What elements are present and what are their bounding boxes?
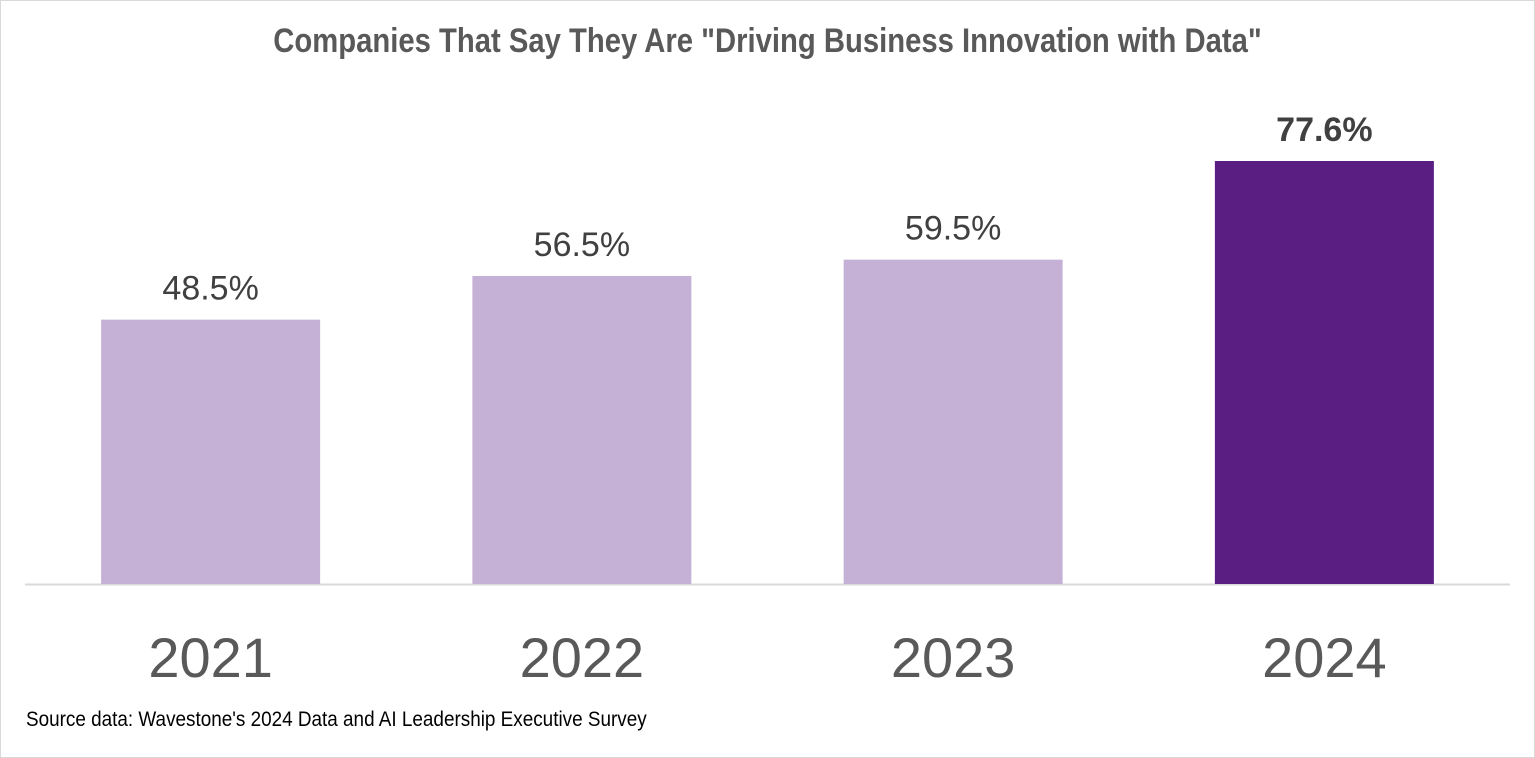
chart-title: Companies That Say They Are "Driving Bus… <box>273 22 1262 60</box>
source-note: Source data: Wavestone's 2024 Data and A… <box>26 708 647 731</box>
bar-2021 <box>101 319 321 584</box>
bar-2023 <box>843 259 1063 584</box>
x-tick-label-2024: 2024 <box>1262 626 1387 689</box>
x-tick-label-2021: 2021 <box>148 626 273 689</box>
bar-2022 <box>472 276 692 584</box>
data-label-2021: 48.5% <box>162 270 258 308</box>
bar-2024 <box>1214 161 1434 584</box>
x-tick-label-2023: 2023 <box>891 626 1016 689</box>
data-label-2024: 77.6% <box>1276 111 1372 149</box>
x-tick-label-2022: 2022 <box>520 626 645 689</box>
data-label-2023: 59.5% <box>905 210 1001 248</box>
data-label-2022: 56.5% <box>534 226 630 264</box>
